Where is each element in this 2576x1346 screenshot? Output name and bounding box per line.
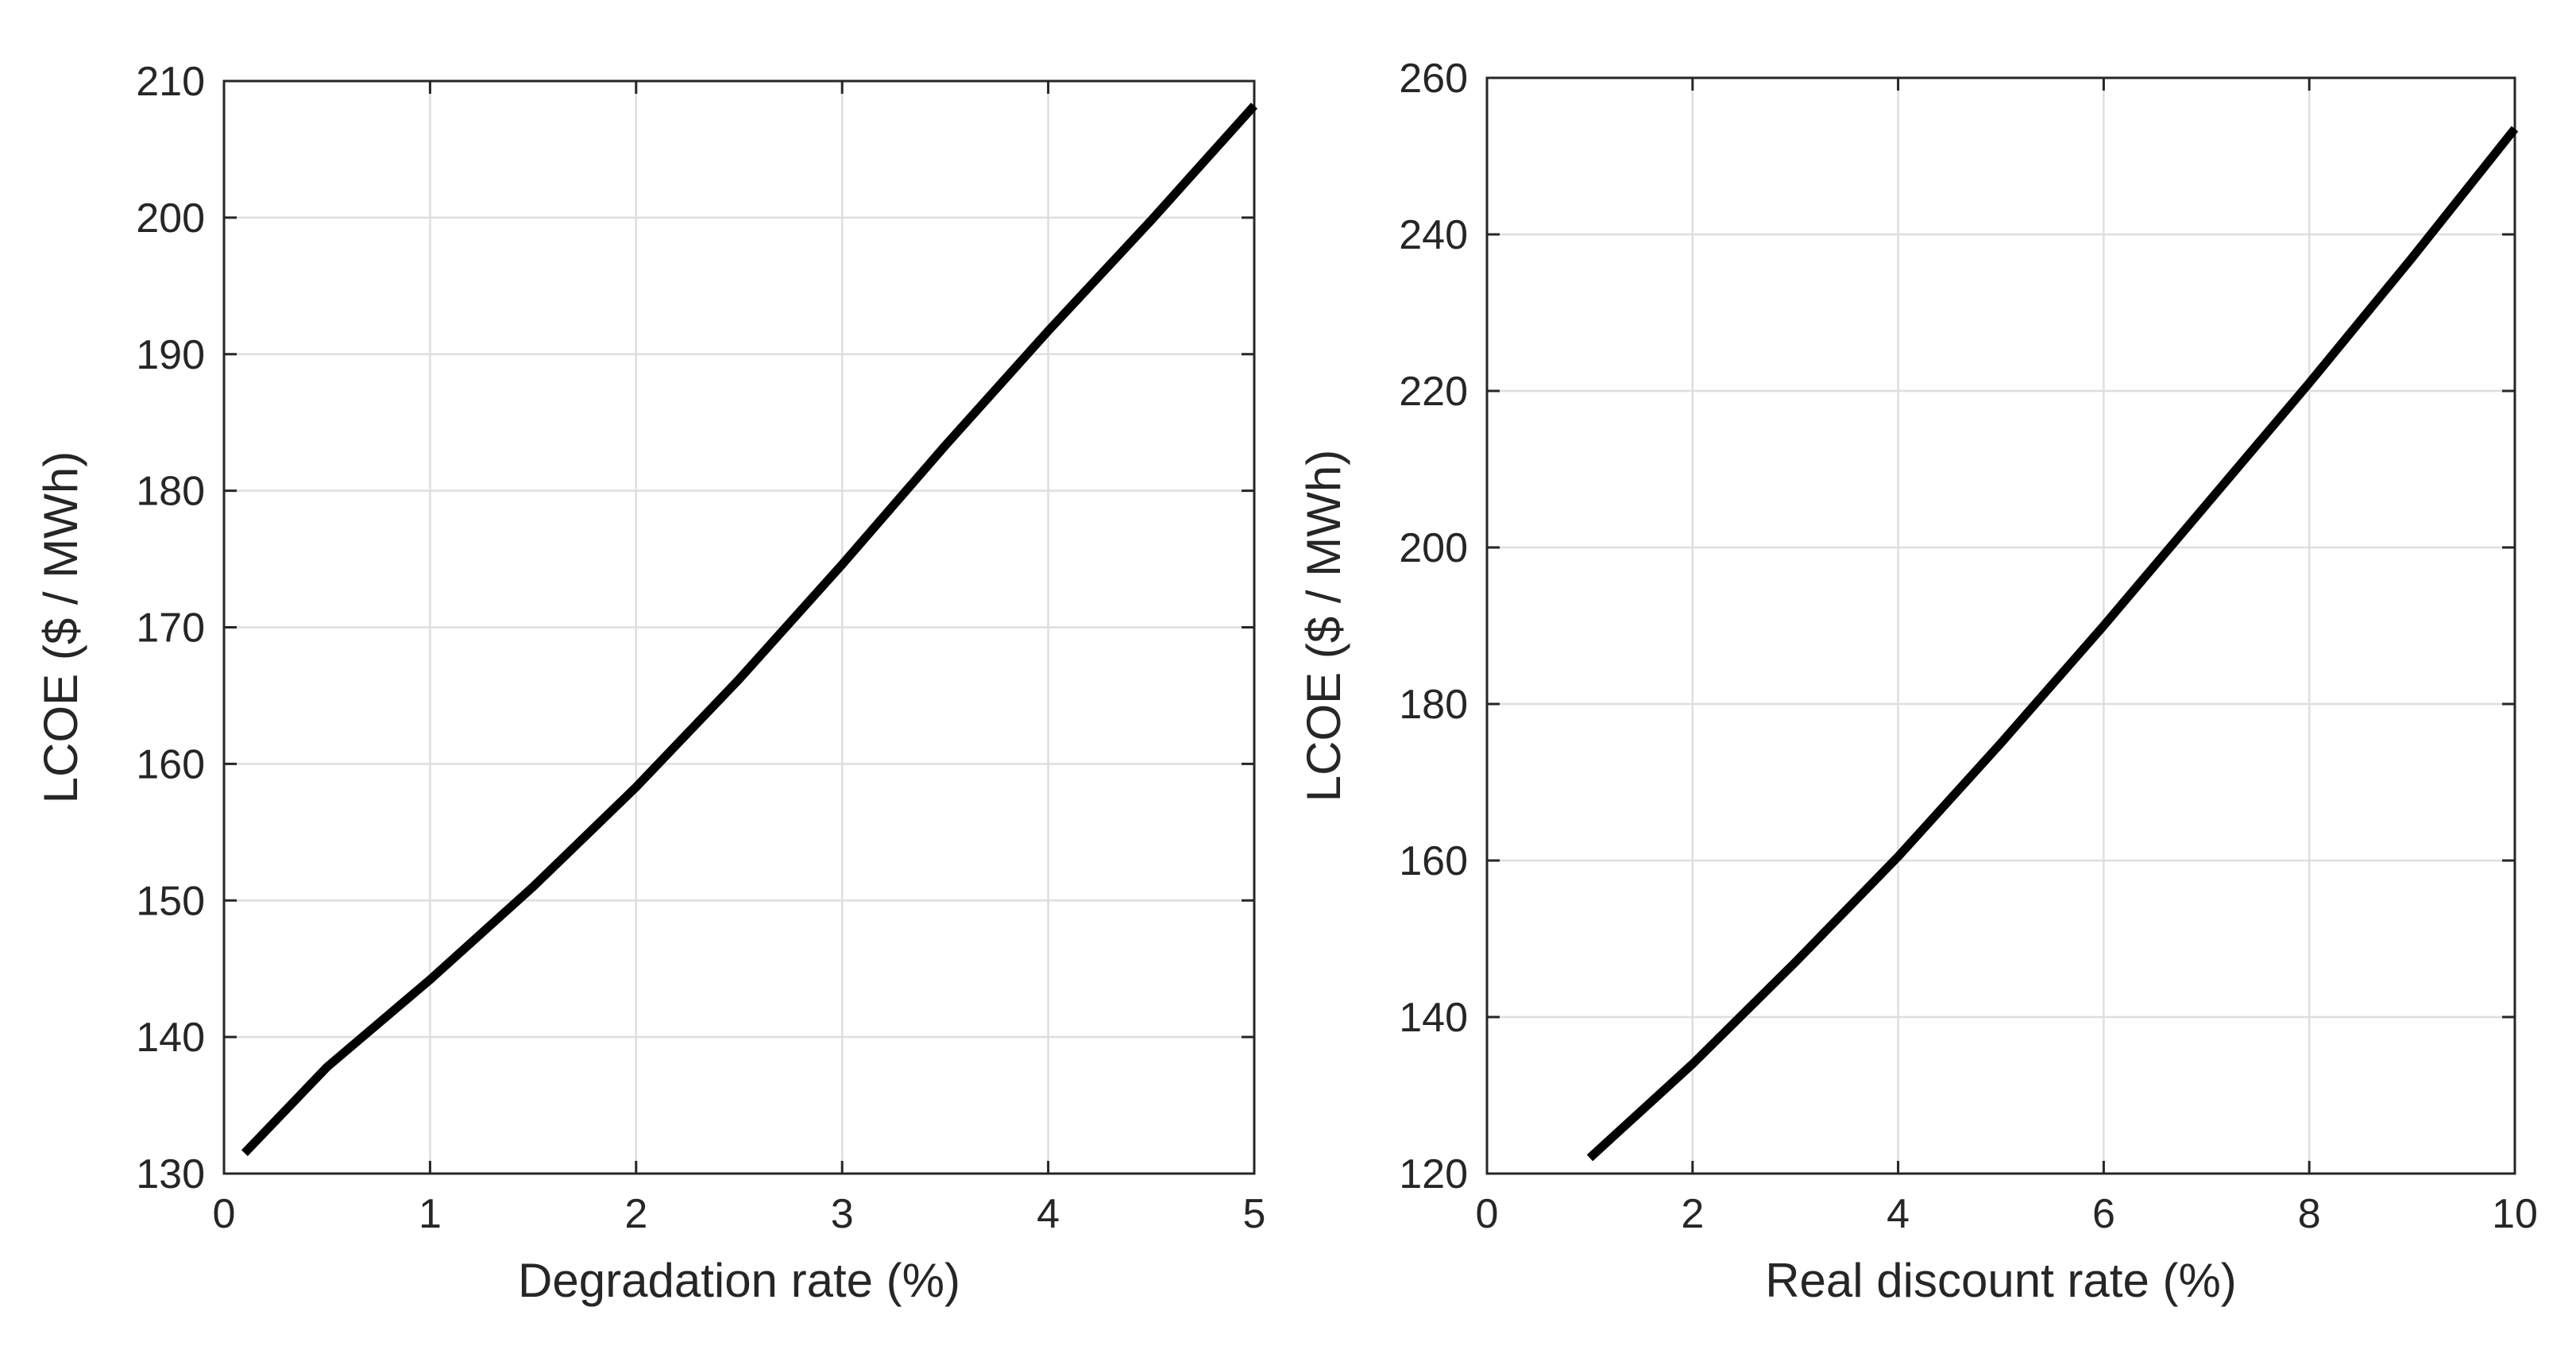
y-tick-label: 220: [1399, 369, 1468, 415]
x-tick-label: 6: [2092, 1191, 2115, 1237]
x-tick-label: 2: [1681, 1191, 1704, 1237]
chart-panel-discount: 0 2 4 6 8 10 120 140 160 180 200 220 240 260 Real disc…: [1297, 56, 2538, 1307]
x-tick-label: 5: [1243, 1191, 1266, 1237]
x-tick-label: 0: [1476, 1191, 1499, 1237]
y-axis-label: LCOE ($ / MWh): [1297, 450, 1350, 802]
x-tick-label: 1: [419, 1191, 442, 1237]
x-tick-label: 8: [2298, 1191, 2321, 1237]
y-axis-label: LCOE ($ / MWh): [34, 451, 87, 803]
x-tick-label: 0: [213, 1191, 236, 1237]
lcoe-series-line: [241, 102, 1258, 1157]
y-tick-label: 170: [136, 605, 205, 652]
y-tick-label: 130: [136, 1151, 205, 1197]
y-tick-label: 160: [1399, 838, 1468, 884]
y-tick-label: 260: [1399, 56, 1468, 102]
x-axis-label: Degradation rate (%): [518, 1254, 960, 1307]
y-tick-label: 180: [1399, 682, 1468, 728]
y-tick-label: 210: [136, 59, 205, 105]
y-tick-label: 160: [136, 741, 205, 787]
y-tick-label: 200: [136, 195, 205, 242]
x-tick-label: 10: [2492, 1191, 2538, 1237]
y-tick-label: 140: [1399, 995, 1468, 1041]
y-tick-label: 190: [136, 332, 205, 378]
x-tick-label: 3: [831, 1191, 854, 1237]
y-tick-label: 180: [136, 469, 205, 515]
lcoe-series-line: [1586, 126, 2519, 1162]
x-axis-label: Real discount rate (%): [1765, 1254, 2237, 1307]
y-tick-label: 150: [136, 878, 205, 924]
axes-frame: [1485, 76, 2516, 1175]
chart-panel-degradation: 0 1 2 3 4 5 130 140 150 160 170 180 190 200 210 Degrada…: [34, 59, 1265, 1307]
x-tick-label: 2: [624, 1191, 647, 1237]
y-tick-label: 240: [1399, 212, 1468, 258]
x-tick-label: 4: [1037, 1191, 1060, 1237]
y-tick-label: 140: [136, 1015, 205, 1061]
x-tick-label: 4: [1887, 1191, 1910, 1237]
y-tick-label: 200: [1399, 525, 1468, 571]
y-tick-label: 120: [1399, 1151, 1468, 1197]
